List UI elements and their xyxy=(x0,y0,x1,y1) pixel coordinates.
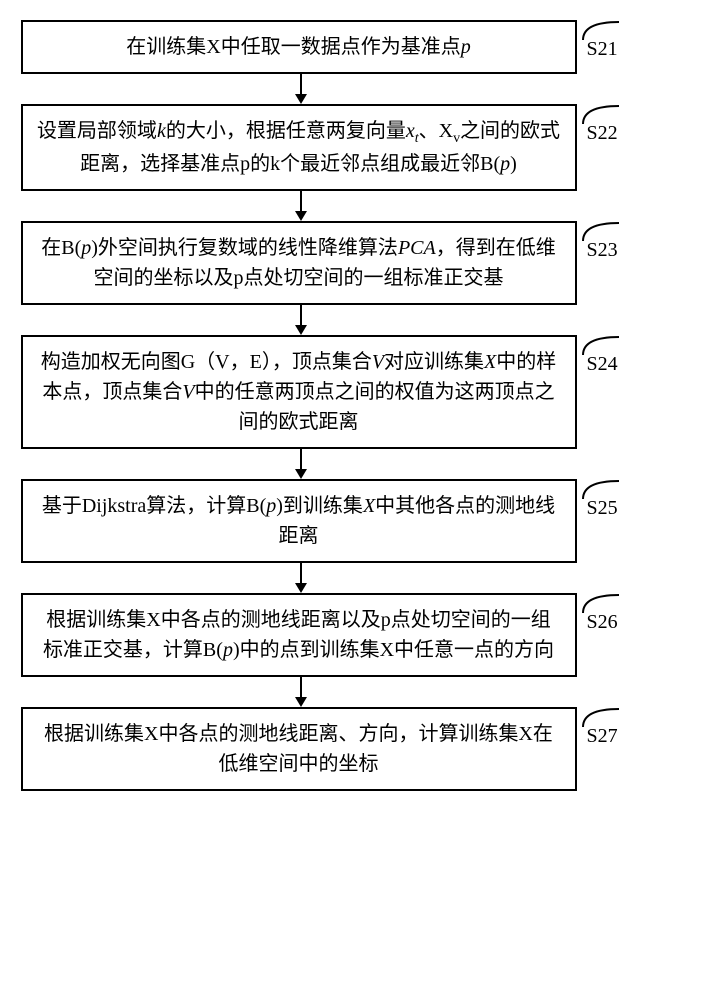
arrow-down-icon xyxy=(291,305,311,335)
step-label-wrap: S25 xyxy=(581,479,621,520)
flow-step: 在训练集X中任取一数据点作为基准点p S21 xyxy=(21,20,681,74)
step-box: 在训练集X中任取一数据点作为基准点p xyxy=(21,20,577,74)
step-label-wrap: S22 xyxy=(581,104,621,145)
step-id: S23 xyxy=(587,239,618,262)
step-id: S22 xyxy=(587,122,618,145)
step-label-wrap: S21 xyxy=(581,20,621,61)
step-id: S25 xyxy=(587,497,618,520)
step-box: 基于Dijkstra算法，计算B(p)到训练集X中其他各点的测地线距离 xyxy=(21,479,577,563)
step-box: 设置局部领域k的大小，根据任意两复向量xt、Xv之间的欧式距离，选择基准点p的k… xyxy=(21,104,577,191)
step-id: S24 xyxy=(587,353,618,376)
step-box: 根据训练集X中各点的测地线距离、方向，计算训练集X在低维空间中的坐标 xyxy=(21,707,577,791)
step-label-wrap: S26 xyxy=(581,593,621,634)
step-text: 在B(p)外空间执行复数域的线性降维算法PCA，得到在低维空间的坐标以及p点处切… xyxy=(41,237,555,289)
step-label-wrap: S24 xyxy=(581,335,621,376)
arrow-down-icon xyxy=(291,449,311,479)
arrow-down-icon xyxy=(291,677,311,707)
step-text: 在训练集X中任取一数据点作为基准点p xyxy=(126,36,470,58)
arrow-down-icon xyxy=(291,191,311,221)
step-box: 在B(p)外空间执行复数域的线性降维算法PCA，得到在低维空间的坐标以及p点处切… xyxy=(21,221,577,305)
step-text: 根据训练集X中各点的测地线距离、方向，计算训练集X在低维空间中的坐标 xyxy=(44,723,553,775)
flow-step: 在B(p)外空间执行复数域的线性降维算法PCA，得到在低维空间的坐标以及p点处切… xyxy=(21,221,681,305)
step-box: 构造加权无向图G（V，E），顶点集合V对应训练集X中的样本点，顶点集合V中的任意… xyxy=(21,335,577,449)
step-box: 根据训练集X中各点的测地线距离以及p点处切空间的一组标准正交基，计算B(p)中的… xyxy=(21,593,577,677)
flow-step: 根据训练集X中各点的测地线距离以及p点处切空间的一组标准正交基，计算B(p)中的… xyxy=(21,593,681,677)
step-id: S26 xyxy=(587,611,618,634)
flowchart-container: 在训练集X中任取一数据点作为基准点p S21 设置局部领域k的大小，根据任意两复… xyxy=(21,20,681,791)
flow-step: 基于Dijkstra算法，计算B(p)到训练集X中其他各点的测地线距离 S25 xyxy=(21,479,681,563)
step-id: S21 xyxy=(587,38,618,61)
flow-step: 设置局部领域k的大小，根据任意两复向量xt、Xv之间的欧式距离，选择基准点p的k… xyxy=(21,104,681,191)
step-label-wrap: S23 xyxy=(581,221,621,262)
arrow-down-icon xyxy=(291,563,311,593)
step-text: 基于Dijkstra算法，计算B(p)到训练集X中其他各点的测地线距离 xyxy=(42,495,555,547)
arrow-down-icon xyxy=(291,74,311,104)
step-id: S27 xyxy=(587,725,618,748)
flow-step: 根据训练集X中各点的测地线距离、方向，计算训练集X在低维空间中的坐标 S27 xyxy=(21,707,681,791)
step-text: 根据训练集X中各点的测地线距离以及p点处切空间的一组标准正交基，计算B(p)中的… xyxy=(43,609,554,661)
step-label-wrap: S27 xyxy=(581,707,621,748)
step-text: 设置局部领域k的大小，根据任意两复向量xt、Xv之间的欧式距离，选择基准点p的k… xyxy=(37,120,560,175)
flow-step: 构造加权无向图G（V，E），顶点集合V对应训练集X中的样本点，顶点集合V中的任意… xyxy=(21,335,681,449)
step-text: 构造加权无向图G（V，E），顶点集合V对应训练集X中的样本点，顶点集合V中的任意… xyxy=(41,351,557,433)
